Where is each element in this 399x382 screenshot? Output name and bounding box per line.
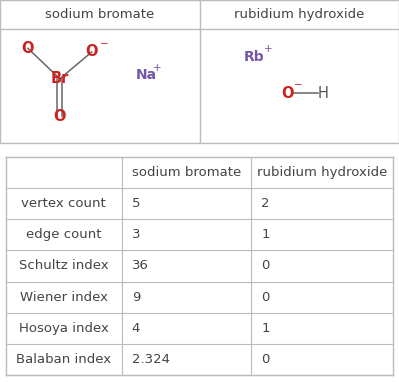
Text: edge count: edge count [26,228,102,241]
Text: Balaban index: Balaban index [16,353,111,366]
Text: Wiener index: Wiener index [20,291,108,304]
Text: 5: 5 [132,197,140,210]
Text: 2: 2 [261,197,270,210]
Text: 1: 1 [261,322,270,335]
Text: +: + [152,63,161,73]
Text: Br: Br [51,71,69,86]
Text: 4: 4 [132,322,140,335]
Text: −: − [100,39,109,49]
Text: 0: 0 [261,353,270,366]
Text: sodium bromate: sodium bromate [132,166,241,179]
Text: O: O [85,44,98,60]
Text: Rb: Rb [243,50,264,64]
Text: 1: 1 [261,228,270,241]
Text: H: H [318,86,329,100]
Text: vertex count: vertex count [22,197,106,210]
Text: Schultz index: Schultz index [19,259,109,272]
Text: sodium bromate: sodium bromate [45,8,154,21]
Text: 2.324: 2.324 [132,353,170,366]
Text: Na: Na [136,68,157,82]
Text: 0: 0 [261,291,270,304]
Text: rubidium hydroxide: rubidium hydroxide [257,166,387,179]
Text: −: − [294,80,303,90]
Text: Hosoya index: Hosoya index [19,322,109,335]
Text: O: O [53,109,66,124]
Text: 3: 3 [132,228,140,241]
Text: rubidium hydroxide: rubidium hydroxide [234,8,364,21]
Text: O: O [281,86,294,100]
Text: 36: 36 [132,259,148,272]
Text: 9: 9 [132,291,140,304]
Text: +: + [264,44,273,54]
Text: O: O [22,41,34,56]
Text: 0: 0 [261,259,270,272]
